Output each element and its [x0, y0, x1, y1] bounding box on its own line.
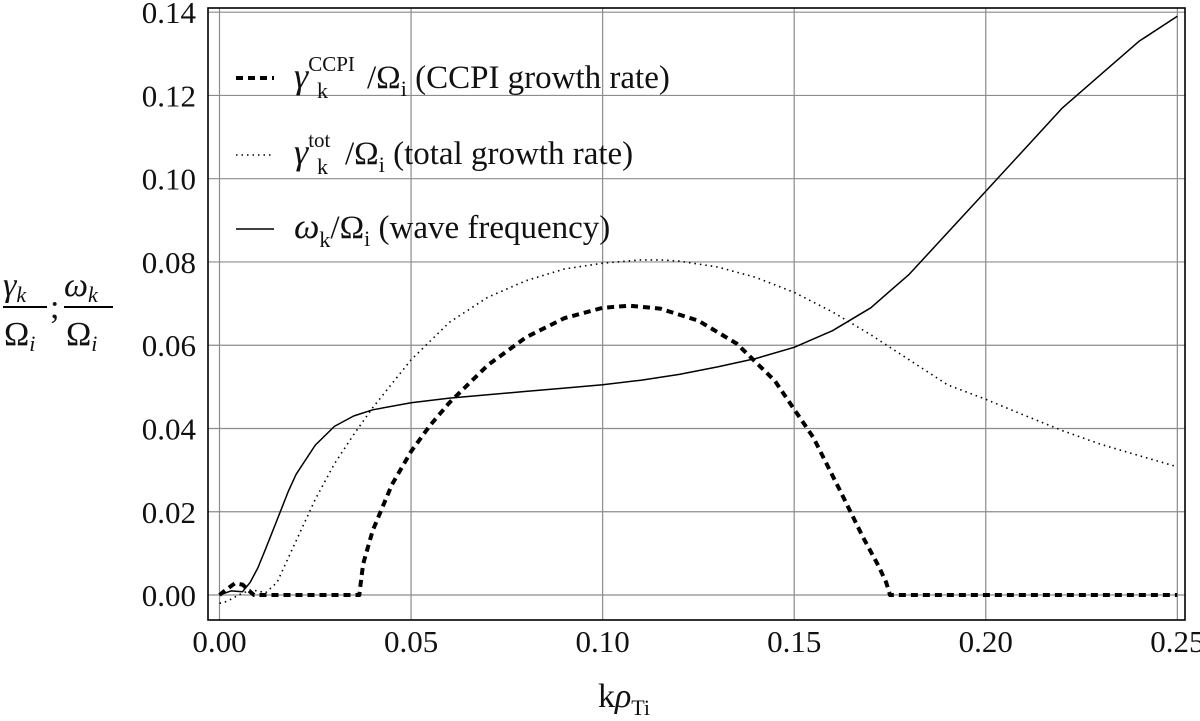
x-tick-label: 0.20 — [959, 624, 1013, 659]
legend-sup-ccpi: CCPI — [308, 52, 355, 76]
legend-desc-ccpi: (CCPI growth rate) — [407, 60, 670, 96]
tick-labels: 0.00 0.05 0.10 0.15 0.20 0.25 0.00 0.02 0.04 0.06… — [142, 0, 1200, 659]
legend-item-total: γtot k/Ωi (total growth rate) — [236, 128, 633, 179]
y-label-num2: ωk — [64, 267, 99, 307]
legend: γCCPI k/Ωi (CCPI growth rate) γtot k/Ωi (t… — [236, 52, 670, 252]
y-label-den2: Ωi — [66, 316, 97, 356]
x-axis-label: kρTi — [598, 678, 650, 720]
y-axis-label: γk Ωi ; ωk Ωi — [3, 267, 113, 356]
legend-den-ccpi: /Ω — [367, 60, 401, 96]
y-tick-label: 0.10 — [142, 162, 196, 197]
y-label-den1: Ωi — [4, 316, 35, 356]
y-tick-label: 0.08 — [142, 245, 196, 280]
legend-den-sub-freq: i — [364, 226, 370, 251]
legend-den-freq: /Ω — [330, 210, 364, 246]
y-tick-label: 0.04 — [142, 411, 197, 446]
x-tick-label: 0.05 — [384, 624, 438, 659]
plot-frame — [207, 7, 1186, 621]
legend-symbol-ccpi: γ — [294, 56, 309, 96]
legend-label-total: γtot k/Ωi (total growth rate) — [294, 128, 633, 179]
y-tick-label: 0.06 — [142, 328, 196, 363]
legend-item-ccpi: γCCPI k/Ωi (CCPI growth rate) — [236, 52, 670, 103]
legend-desc-total: (total growth rate) — [385, 136, 633, 172]
legend-sub-freq: k — [319, 227, 330, 252]
y-tick-label: 0.12 — [142, 78, 196, 113]
legend-sub-ccpi: k — [317, 78, 328, 103]
x-tick-label: 0.15 — [767, 624, 821, 659]
legend-label-freq: ωk/Ωi (wave frequency) — [294, 206, 610, 252]
legend-item-freq: ωk/Ωi (wave frequency) — [236, 206, 610, 252]
series-lines — [218, 15, 1178, 605]
legend-symbol-freq: ω — [294, 206, 319, 246]
legend-sub-total: k — [317, 154, 328, 179]
y-tick-label: 0.14 — [142, 0, 197, 30]
series-line-ccpi — [218, 303, 1178, 597]
y-label-num1: γk — [3, 267, 27, 307]
x-tick-label: 0.00 — [192, 624, 246, 659]
legend-label-ccpi: γCCPI k/Ωi (CCPI growth rate) — [294, 52, 670, 103]
x-tick-label: 0.25 — [1150, 624, 1200, 659]
x-tick-label: 0.10 — [576, 624, 630, 659]
legend-desc-freq: (wave frequency) — [370, 210, 610, 246]
y-tick-label: 0.00 — [142, 578, 196, 613]
legend-den-total: /Ω — [345, 136, 379, 172]
legend-den-sub-total: i — [379, 152, 385, 177]
y-label-separator: ; — [50, 289, 59, 326]
legend-sup-total: tot — [308, 128, 330, 152]
y-tick-label: 0.02 — [142, 495, 196, 530]
series-line-freq — [219, 15, 1178, 596]
legend-symbol-total: γ — [294, 132, 309, 172]
grid-lines — [208, 8, 1185, 620]
legend-den-sub-ccpi: i — [401, 76, 407, 101]
series-line-total — [219, 259, 1178, 605]
